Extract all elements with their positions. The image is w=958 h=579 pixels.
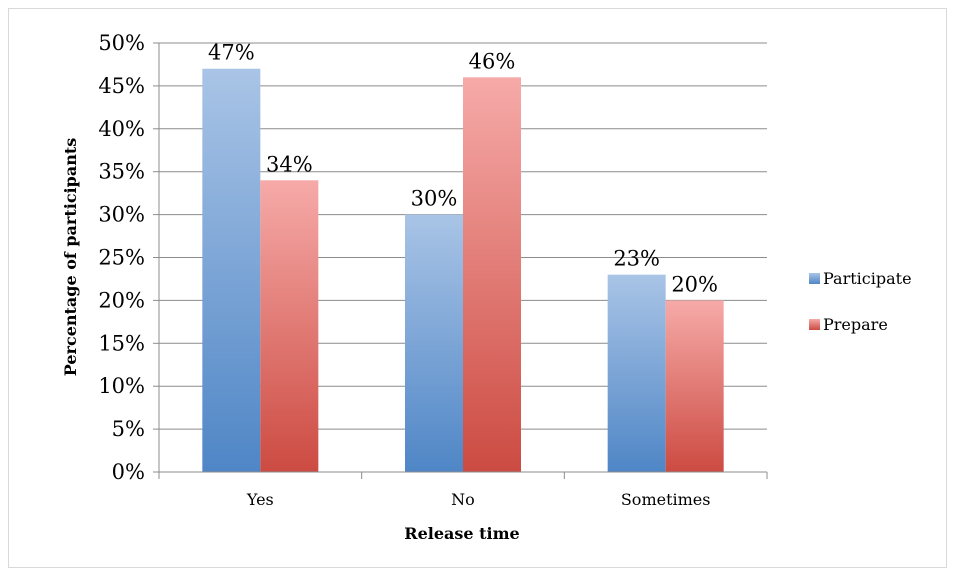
y-tick-label: 50%: [98, 31, 145, 55]
data-label: 34%: [266, 152, 313, 176]
bar-participate-yes: [202, 68, 261, 473]
labels: 0% 5% 10% 15% 20% 25% 30% 35% 40% 45% 50% Yes 47% 34%…: [98, 31, 718, 509]
data-label: 47%: [208, 41, 255, 65]
y-tick-label: 25%: [98, 246, 145, 270]
x-category-label: No: [451, 490, 475, 509]
y-tick-label: 15%: [98, 331, 145, 355]
axes: [153, 42, 768, 479]
y-tick-label: 5%: [112, 417, 145, 441]
legend-swatch-prepare: [809, 319, 820, 330]
legend-label-prepare: Prepare: [823, 315, 888, 334]
x-category-label: Yes: [246, 490, 274, 509]
x-axis-title: Release time: [404, 524, 519, 543]
data-label: 20%: [671, 272, 718, 296]
y-tick-label: 20%: [98, 288, 145, 312]
y-tick-label: 0%: [112, 460, 145, 484]
bar-participate-no: [405, 214, 463, 472]
bar-prepare-yes: [260, 180, 319, 472]
legend: Participate Prepare: [809, 269, 912, 334]
y-tick-label: 30%: [98, 203, 145, 227]
data-label: 46%: [469, 49, 516, 73]
y-axis-title: Percentage of participants: [61, 138, 80, 376]
y-tick-label: 40%: [98, 117, 145, 141]
chart-frame: 0% 5% 10% 15% 20% 25% 30% 35% 40% 45% 50% Yes 47% 34%…: [8, 8, 947, 568]
y-tick-label: 45%: [98, 74, 145, 98]
y-tick-label: 10%: [98, 374, 145, 398]
x-category-label: Sometimes: [621, 490, 711, 509]
data-label: 23%: [613, 247, 660, 271]
bar-prepare-no: [463, 77, 521, 472]
y-tick-label: 35%: [98, 160, 145, 184]
bar-participate-sometimes: [607, 274, 666, 472]
bars: [202, 68, 724, 473]
data-label: 30%: [411, 187, 458, 211]
bar-chart: 0% 5% 10% 15% 20% 25% 30% 35% 40% 45% 50% Yes 47% 34%…: [61, 31, 912, 543]
legend-label-participate: Participate: [823, 269, 912, 288]
bar-prepare-sometimes: [665, 300, 724, 472]
legend-swatch-participate: [809, 273, 820, 284]
